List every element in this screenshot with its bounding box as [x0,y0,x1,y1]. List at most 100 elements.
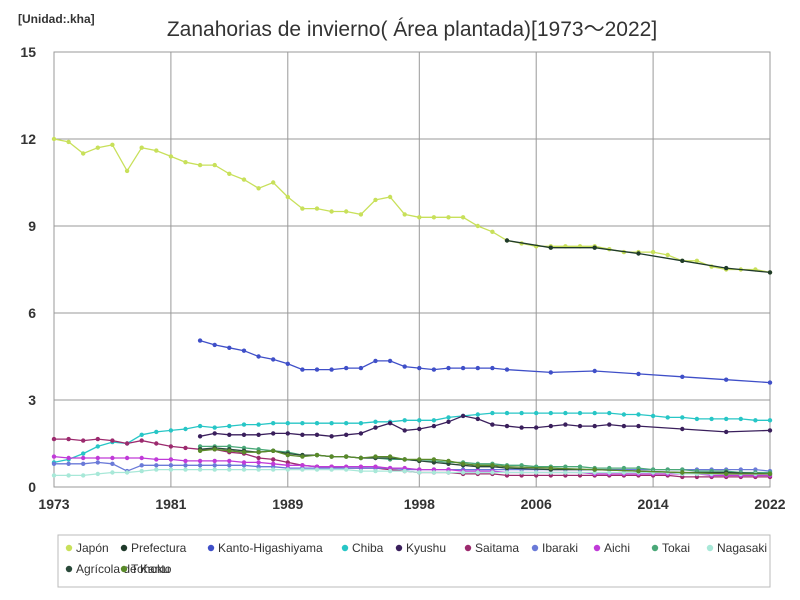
data-point [767,380,773,385]
data-point [373,358,378,364]
data-point [563,464,568,469]
data-point [475,365,480,371]
data-point [475,470,480,475]
data-point [124,455,130,461]
data-point [154,467,159,472]
data-point [197,448,203,453]
data-point [241,450,247,455]
data-point [490,422,495,427]
data-point [446,365,451,371]
data-point [358,468,364,474]
y-tick-label: 3 [28,392,36,408]
legend-swatch [706,544,714,552]
data-point [81,438,86,443]
data-point [636,371,641,377]
data-point [680,374,685,379]
y-tick-label: 0 [28,479,36,495]
data-point [271,461,276,466]
data-point [607,410,612,416]
data-point [373,419,378,424]
data-point [344,421,349,426]
legend-label: Nagasaki [717,541,767,555]
data-point [402,212,407,217]
data-point [66,455,71,461]
data-point [329,434,334,439]
x-tick-label: 1981 [155,496,186,512]
data-point [724,429,729,435]
data-point [66,473,71,478]
data-point [241,467,247,472]
y-tick-label: 15 [20,44,36,60]
legend-swatch [651,544,659,552]
legend-label: Tokai [662,541,690,555]
data-point [314,206,320,211]
data-point [110,470,115,475]
data-point [387,421,393,426]
data-point [504,367,510,372]
x-tick-label: 1989 [272,496,303,512]
legend-label: Kyushu [406,541,446,555]
data-point [183,426,188,432]
data-point [51,454,57,459]
data-point [95,444,101,449]
data-point [212,458,217,464]
data-point [183,458,188,464]
legend-swatch [341,544,349,552]
x-tick-label: 2006 [521,496,552,512]
data-point [504,423,510,429]
data-point [475,463,480,468]
x-tick-label: 2022 [754,496,785,512]
data-point [168,428,174,433]
data-point [168,444,174,449]
data-point [124,168,130,174]
series-kyushu [197,413,773,439]
data-point [767,270,773,275]
data-point [271,431,276,436]
data-point [139,468,144,474]
data-point [534,425,539,430]
legend-label: Aichi [604,541,630,555]
data-point [534,470,539,475]
data-point [139,432,144,437]
data-point [694,258,700,263]
series-layer [51,136,773,480]
data-point [154,441,159,446]
data-point [197,463,203,468]
data-point [139,455,144,461]
data-point [344,454,349,459]
data-point [271,421,276,426]
data-point [256,432,261,437]
series-line [54,468,770,477]
data-point [607,470,612,475]
series-line [53,138,771,274]
legend-label: Japón [76,541,109,555]
data-point [607,465,612,471]
data-point [241,177,247,182]
data-point [519,410,524,416]
data-point [212,431,217,436]
data-point [66,461,71,466]
data-point [753,418,758,423]
data-point [344,209,349,214]
data-point [139,145,144,150]
data-point [636,412,641,417]
data-point [168,463,174,468]
data-point [577,410,583,416]
legend-swatch [65,544,73,552]
data-point [227,448,232,453]
data-point [563,410,568,416]
data-point [227,467,232,472]
data-point [300,463,305,468]
data-point [680,258,685,263]
data-point [767,418,773,423]
data-point [300,432,305,437]
legend-item: Kyushu [395,541,446,555]
data-point [402,457,407,462]
legend-item: Chiba [341,541,384,555]
data-point [431,367,437,372]
data-point [139,463,144,468]
legend-item: Tokai [651,541,690,555]
data-point [241,432,247,437]
data-point [358,421,364,426]
